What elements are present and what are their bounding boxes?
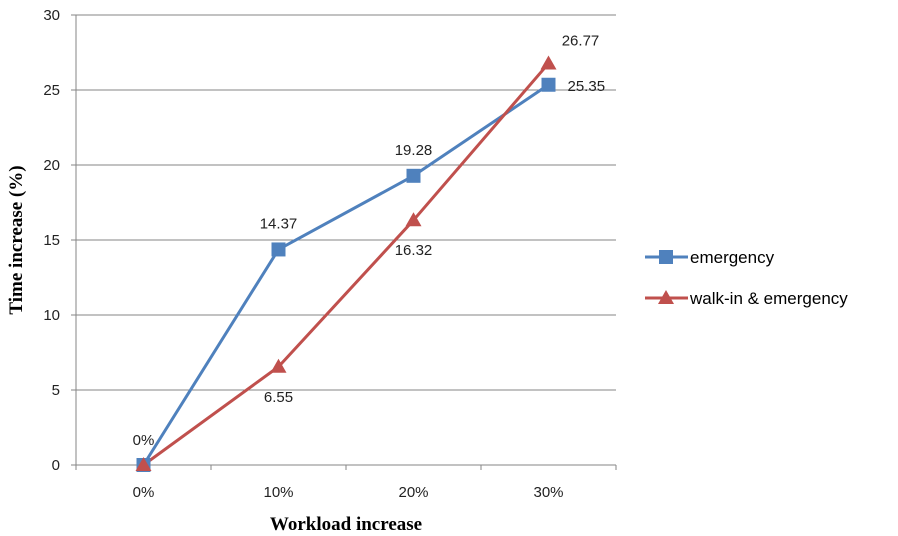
x-axis-title: Workload increase — [270, 514, 422, 535]
legend-label: emergency — [690, 248, 775, 267]
data-label: 16.32 — [395, 242, 433, 259]
series-line-walk-in-emergency — [142, 62, 550, 467]
y-tick-labels: 0 5 10 15 20 25 30 — [43, 7, 60, 474]
data-label: 14.37 — [260, 215, 298, 232]
data-label: 26.77 — [562, 32, 600, 49]
x-tick-label: 10% — [263, 484, 293, 501]
data-point-walk-in-emergency — [135, 457, 152, 471]
y-tick-label: 25 — [43, 82, 60, 99]
axes — [75, 15, 616, 466]
y-tick-label: 30 — [43, 7, 60, 24]
series-line-emergency — [142, 83, 550, 466]
x-tick-label: 20% — [398, 484, 428, 501]
data-labels: 0% 14.37 19.28 25.35 6.55 16.32 26.77 — [133, 32, 605, 449]
data-point-emergency — [541, 77, 556, 92]
x-tick-labels: 0% 10% 20% 30% — [133, 484, 564, 501]
gridlines — [71, 14, 617, 470]
data-point-emergency — [406, 168, 421, 183]
data-label: 6.55 — [264, 389, 293, 406]
legend-label: walk-in & emergency — [689, 289, 848, 308]
y-tick-label: 0 — [52, 457, 60, 474]
data-point-walk-in-emergency — [270, 358, 287, 373]
data-label: 25.35 — [568, 78, 606, 95]
y-tick-label: 5 — [52, 382, 60, 399]
y-tick-label: 15 — [43, 232, 60, 249]
data-point-walk-in-emergency — [540, 55, 557, 70]
legend-triangle-icon — [658, 290, 674, 304]
legend: emergency walk-in & emergency — [645, 248, 848, 308]
y-tick-label: 10 — [43, 307, 60, 324]
series-group — [135, 55, 557, 472]
x-tick-label: 0% — [133, 484, 155, 501]
data-label: 0% — [133, 432, 155, 449]
y-tick-label: 20 — [43, 157, 60, 174]
data-point-emergency — [271, 242, 286, 257]
x-tick-label: 30% — [533, 484, 563, 501]
data-point-walk-in-emergency — [405, 212, 422, 227]
legend-square-icon — [659, 250, 673, 264]
data-label: 19.28 — [395, 142, 433, 159]
y-axis-title: Time increase (%) — [6, 165, 27, 314]
